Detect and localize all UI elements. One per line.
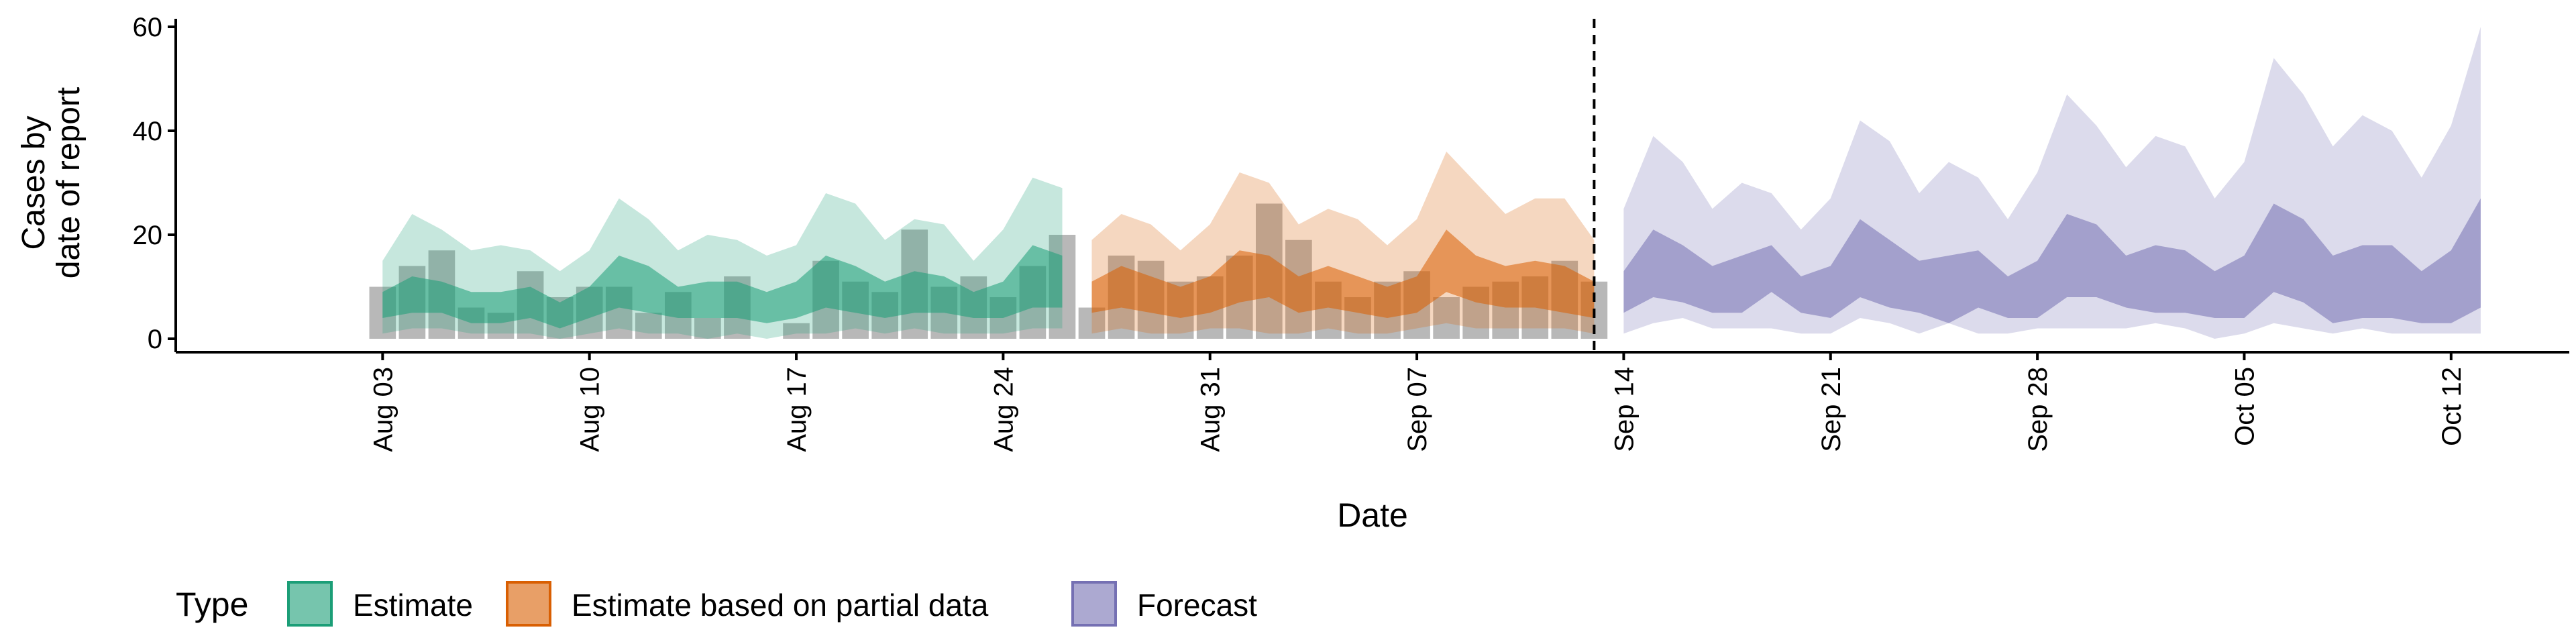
- ribbons-layer: [382, 27, 2481, 339]
- x-tick-label: Sep 14: [1609, 367, 1639, 452]
- y-axis-label-line2: date of report: [51, 87, 87, 279]
- x-tick-label: Sep 07: [1403, 367, 1432, 452]
- y-tick-label: 20: [133, 221, 163, 250]
- x-tick-label: Oct 12: [2437, 367, 2467, 446]
- y-axis-label-line1: Cases by: [16, 115, 52, 250]
- y-ticks: 0 20 40 60: [133, 13, 176, 354]
- observed-bar: [1433, 297, 1460, 339]
- observed-bar: [783, 323, 810, 339]
- x-tick-label: Sep 28: [2023, 367, 2053, 452]
- x-tick-label: Aug 03: [368, 367, 398, 452]
- observed-bar: [694, 318, 721, 339]
- legend: Type Estimate Estimate based on partial d…: [176, 581, 1257, 627]
- y-tick-label: 60: [133, 13, 163, 42]
- legend-title: Type: [176, 586, 248, 623]
- legend-label-estimate: Estimate: [353, 588, 473, 623]
- y-tick-label: 40: [133, 117, 163, 146]
- legend-swatch-estimate-based-on-partial-data: [506, 581, 551, 627]
- y-tick-label: 0: [148, 325, 162, 354]
- observed-bar: [635, 313, 662, 339]
- x-tick-label: Sep 21: [1817, 367, 1846, 452]
- x-tick-label: Aug 17: [782, 367, 812, 452]
- legend-label-forecast: Forecast: [1137, 588, 1257, 623]
- x-tick-label: Oct 05: [2230, 367, 2259, 446]
- x-ticks: Aug 03 Aug 10 Aug 17 Aug 24 Aug 31 Sep 07 Sep …: [368, 352, 2467, 452]
- x-axis-label: Date: [1337, 496, 1408, 534]
- legend-swatch-forecast: [1071, 581, 1117, 627]
- x-tick-label: Aug 31: [1196, 367, 1226, 452]
- legend-label-estimate-based-on-partial-data: Estimate based on partial data: [572, 588, 989, 623]
- estimate-50-band: [382, 245, 1063, 329]
- x-tick-label: Aug 24: [989, 367, 1018, 452]
- x-tick-label: Aug 10: [576, 367, 605, 452]
- forecast-50-band: [1623, 198, 2481, 323]
- estimate-based-on-partial-data-50-band: [1091, 229, 1595, 318]
- legend-swatch-estimate: [287, 581, 333, 627]
